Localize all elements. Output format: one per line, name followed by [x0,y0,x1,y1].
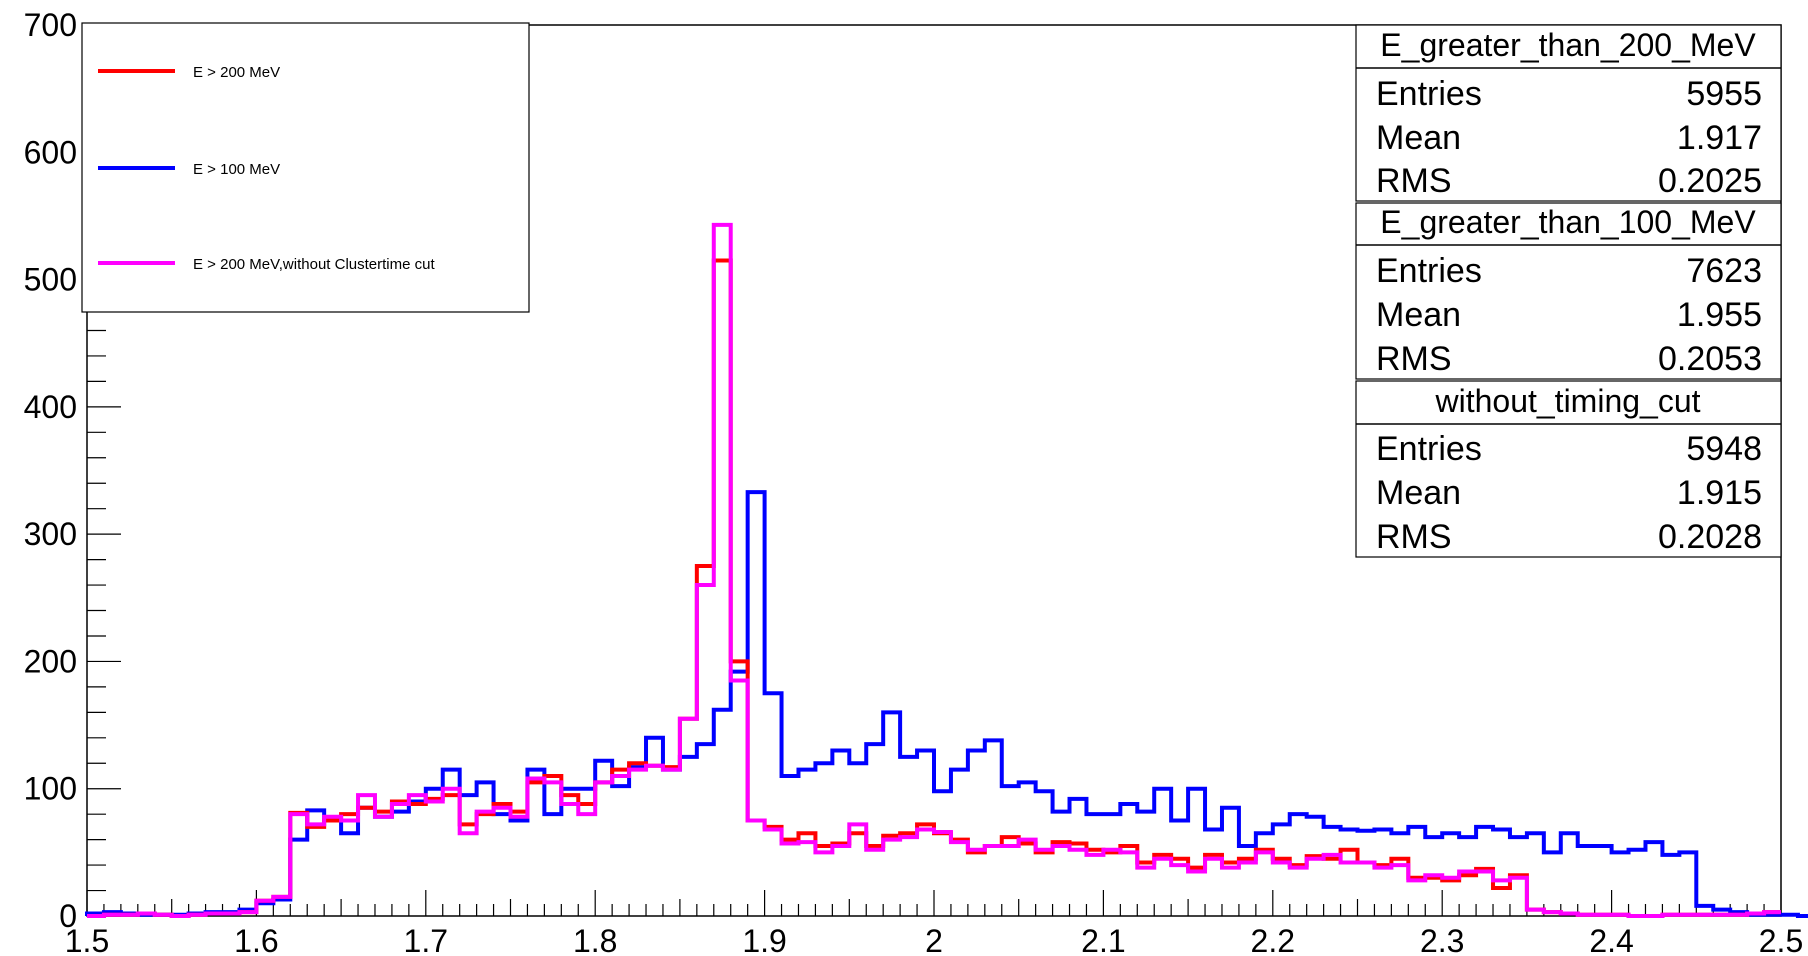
series-e-greater-than-100-mev [85,490,1808,918]
x-tick-label: 1.5 [65,923,109,956]
x-tick-label: 2.3 [1420,923,1464,956]
stats-box-e-200: E_greater_than_200_MeV Entries 5955 Mean… [1355,24,1782,202]
stats-label-mean: Mean [1376,119,1461,157]
y-tick-label: 700 [24,7,77,43]
stats-label-mean: Mean [1376,296,1461,334]
series-layer [85,222,1808,918]
x-tick-label: 2.2 [1251,923,1295,956]
stats-value-rms: 0.2028 [1658,518,1762,556]
axis-labels: 1.5 1.6 1.7 1.8 1.9 2 2.1 2.2 2.3 2.4 2.5 0 100 200 30… [24,7,1804,956]
stats-title-e-200: E_greater_than_200_MeV [1380,27,1756,63]
x-tick-label: 2.1 [1081,923,1125,956]
stats-value-rms: 0.2025 [1658,162,1762,200]
stats-title-e-100: E_greater_than_100_MeV [1380,204,1756,240]
stats-label-rms: RMS [1376,340,1452,378]
x-tick-label: 1.7 [404,923,448,956]
stats-label-entries: Entries [1376,430,1482,468]
x-tick-label: 1.6 [234,923,278,956]
x-tick-label: 2.5 [1759,923,1803,956]
y-tick-label: 300 [24,516,77,552]
legend-label-e-200-no-cut: E > 200 MeV,without Clustertime cut [193,256,435,273]
y-tick-label: 0 [59,898,77,934]
stats-value-mean: 1.915 [1677,474,1762,512]
legend-label-e-200: E > 200 MeV [193,64,280,81]
series-without-timing-cut [87,222,1781,918]
stats-box-without-timing-cut: without_timing_cut Entries 5948 Mean 1.9… [1355,380,1782,558]
y-tick-label: 500 [24,262,77,298]
stats-label-rms: RMS [1376,518,1452,556]
stats-label-entries: Entries [1376,252,1482,290]
stats-label-mean: Mean [1376,474,1461,512]
legend-box: E > 200 MeV E > 100 MeV E > 200 MeV,with… [81,22,530,313]
y-tick-label: 400 [24,389,77,425]
stats-value-mean: 1.955 [1677,296,1762,334]
stats-value-entries: 5955 [1686,75,1762,113]
x-tick-label: 1.9 [742,923,786,956]
stats-value-entries: 5948 [1686,430,1762,468]
x-tick-label: 2.4 [1589,923,1633,956]
stats-label-rms: RMS [1376,162,1452,200]
legend-label-e-100: E > 100 MeV [193,161,280,178]
stats-value-entries: 7623 [1686,252,1762,290]
stats-box-e-100: E_greater_than_100_MeV Entries 7623 Mean… [1355,202,1782,380]
stats-value-rms: 0.2053 [1658,340,1762,378]
y-tick-label: 100 [24,771,77,807]
stats-label-entries: Entries [1376,75,1482,113]
y-tick-label: 600 [24,134,77,170]
x-tick-label: 2 [925,923,943,956]
stats-value-mean: 1.917 [1677,119,1762,157]
y-tick-label: 200 [24,643,77,679]
x-tick-label: 1.8 [573,923,617,956]
stats-title-without-timing-cut: without_timing_cut [1434,383,1700,419]
